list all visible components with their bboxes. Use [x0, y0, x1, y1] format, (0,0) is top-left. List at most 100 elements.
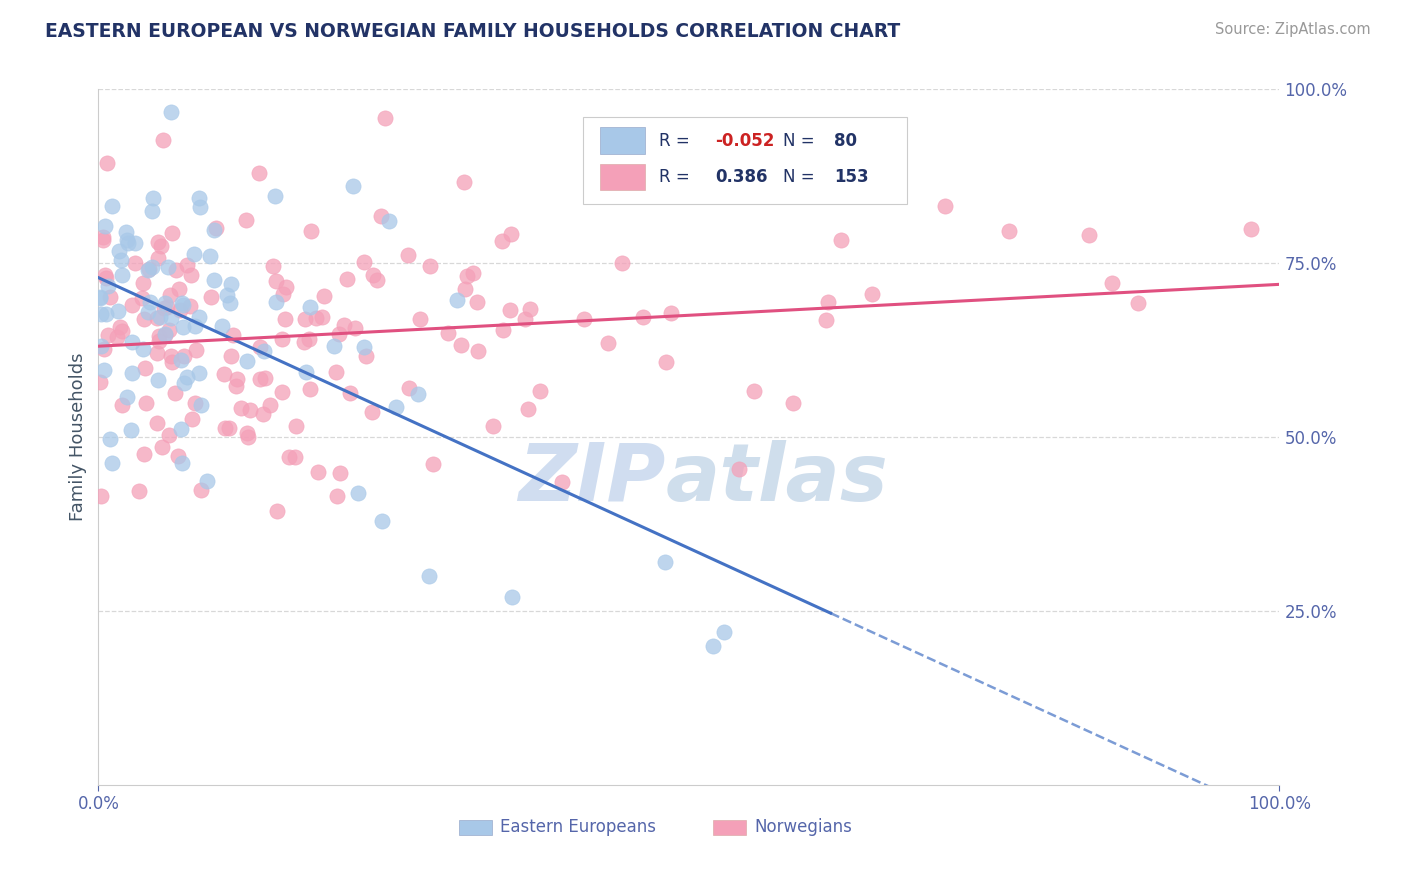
Point	[239, 402, 262, 417]
Point	[396, 248, 419, 262]
Point	[274, 280, 297, 294]
Point	[205, 221, 228, 235]
Point	[115, 225, 138, 239]
Point	[101, 457, 124, 471]
Point	[124, 235, 146, 250]
Point	[115, 233, 138, 247]
Point	[165, 263, 187, 277]
Point	[184, 318, 207, 333]
Point	[333, 318, 356, 332]
Point	[202, 222, 225, 236]
Point	[110, 252, 132, 267]
Point	[860, 287, 883, 301]
Point	[101, 199, 124, 213]
Point	[97, 278, 120, 293]
Point	[111, 268, 134, 282]
Point	[259, 398, 281, 412]
Point	[136, 305, 159, 319]
Point	[93, 268, 115, 282]
Point	[353, 255, 375, 269]
Point	[277, 450, 299, 464]
Point	[342, 179, 364, 194]
Point	[187, 191, 209, 205]
Point	[146, 416, 169, 430]
Point	[212, 368, 235, 382]
Point	[89, 290, 111, 304]
Text: R =: R =	[659, 132, 690, 150]
Point	[202, 273, 225, 287]
Point	[550, 475, 572, 490]
Point	[170, 422, 193, 436]
Point	[266, 294, 288, 309]
Point	[108, 244, 131, 259]
Point	[482, 418, 505, 433]
Point	[195, 474, 218, 488]
Point	[295, 365, 318, 379]
Point	[160, 227, 183, 241]
Point	[148, 329, 170, 343]
Point	[190, 483, 212, 498]
Point	[176, 370, 198, 384]
Point	[169, 282, 191, 296]
Point	[186, 343, 208, 358]
Point	[249, 340, 271, 354]
Point	[519, 301, 541, 316]
Point	[153, 301, 176, 315]
Point	[285, 418, 308, 433]
Point	[1101, 277, 1123, 291]
Point	[398, 381, 420, 395]
Text: -0.052: -0.052	[714, 132, 775, 150]
Point	[492, 323, 515, 337]
Text: atlas: atlas	[665, 440, 889, 518]
Point	[89, 291, 111, 305]
Point	[354, 349, 377, 363]
Point	[336, 271, 359, 285]
Point	[655, 354, 678, 368]
Point	[170, 352, 193, 367]
Point	[744, 384, 766, 399]
Point	[450, 337, 472, 351]
Point	[353, 340, 375, 354]
Point	[146, 235, 169, 249]
Point	[131, 291, 153, 305]
Point	[299, 224, 322, 238]
Point	[107, 330, 129, 344]
Point	[170, 456, 193, 470]
Point	[149, 239, 172, 253]
Point	[155, 300, 177, 314]
Point	[160, 105, 183, 120]
Point	[138, 294, 160, 309]
Point	[91, 234, 114, 248]
Point	[121, 366, 143, 380]
Point	[148, 373, 170, 387]
Point	[153, 296, 176, 310]
Point	[135, 396, 157, 410]
Point	[370, 209, 392, 223]
FancyBboxPatch shape	[600, 163, 645, 190]
Point	[180, 268, 202, 283]
Point	[179, 299, 201, 313]
Point	[713, 624, 735, 639]
FancyBboxPatch shape	[458, 820, 492, 835]
Point	[219, 296, 242, 310]
Point	[90, 489, 112, 503]
Point	[110, 324, 132, 338]
Point	[173, 376, 195, 391]
Point	[183, 246, 205, 260]
Point	[153, 327, 176, 342]
Point	[235, 425, 257, 440]
Point	[247, 166, 270, 180]
Point	[188, 366, 211, 380]
FancyBboxPatch shape	[713, 820, 745, 835]
Point	[172, 298, 194, 312]
Point	[347, 485, 370, 500]
Point	[152, 133, 174, 147]
Text: R =: R =	[659, 168, 690, 186]
Point	[132, 311, 155, 326]
Point	[264, 189, 287, 203]
Point	[141, 260, 163, 275]
Text: N =: N =	[783, 168, 815, 186]
Point	[235, 213, 257, 227]
Point	[815, 313, 838, 327]
Point	[307, 465, 329, 479]
